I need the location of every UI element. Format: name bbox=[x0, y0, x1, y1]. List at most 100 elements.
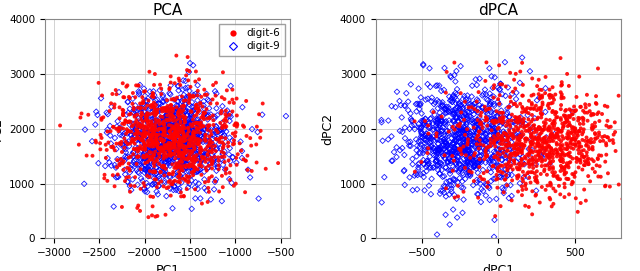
Point bbox=[573, 116, 584, 120]
Point bbox=[214, 137, 224, 141]
Point bbox=[180, 135, 190, 139]
Point bbox=[491, 138, 501, 143]
Point bbox=[419, 188, 429, 192]
Point bbox=[220, 140, 230, 144]
Point bbox=[466, 139, 476, 143]
Point bbox=[174, 127, 184, 131]
Point bbox=[180, 157, 190, 161]
Point bbox=[475, 154, 485, 159]
Point bbox=[538, 141, 548, 145]
Point bbox=[550, 92, 561, 97]
Point bbox=[523, 123, 533, 128]
Point bbox=[536, 105, 547, 109]
Point bbox=[417, 132, 427, 136]
Point bbox=[157, 106, 168, 110]
Point bbox=[439, 174, 449, 179]
Point bbox=[148, 131, 158, 135]
Point bbox=[484, 66, 495, 70]
Point bbox=[204, 143, 214, 148]
Point bbox=[528, 166, 538, 170]
Point bbox=[163, 115, 173, 119]
Point bbox=[120, 131, 131, 135]
Point bbox=[543, 128, 554, 133]
Point bbox=[547, 93, 557, 98]
Point bbox=[424, 126, 434, 130]
Point bbox=[499, 188, 509, 192]
Point bbox=[563, 177, 573, 181]
Point bbox=[537, 93, 547, 98]
Point bbox=[535, 132, 545, 136]
Point bbox=[188, 128, 198, 133]
Point bbox=[228, 101, 239, 105]
Point bbox=[156, 124, 166, 128]
Point bbox=[488, 86, 498, 90]
Point bbox=[557, 129, 567, 133]
Point bbox=[449, 60, 460, 65]
Point bbox=[545, 93, 555, 97]
Point bbox=[106, 101, 116, 105]
Point bbox=[195, 121, 205, 126]
Point bbox=[437, 100, 447, 105]
Point bbox=[568, 112, 578, 116]
Point bbox=[160, 157, 170, 161]
Point bbox=[202, 145, 212, 149]
Point bbox=[136, 165, 147, 170]
Point bbox=[526, 120, 536, 124]
Point bbox=[161, 127, 172, 132]
Point bbox=[463, 105, 474, 110]
Point bbox=[143, 130, 154, 134]
Point bbox=[451, 91, 461, 95]
Point bbox=[166, 152, 177, 156]
Point bbox=[426, 145, 436, 149]
Point bbox=[228, 131, 238, 136]
Point bbox=[555, 154, 565, 159]
Point bbox=[178, 131, 188, 136]
Point bbox=[152, 136, 162, 141]
Point bbox=[163, 129, 173, 133]
Point bbox=[470, 124, 480, 128]
Point bbox=[175, 162, 186, 166]
Point bbox=[543, 153, 553, 158]
Point bbox=[413, 122, 424, 126]
Point bbox=[534, 153, 544, 158]
Point bbox=[450, 138, 460, 142]
Point bbox=[141, 115, 151, 119]
Point bbox=[180, 147, 191, 151]
Point bbox=[545, 154, 555, 159]
Point bbox=[481, 137, 491, 142]
Point bbox=[512, 143, 522, 147]
Point bbox=[498, 137, 508, 141]
Point bbox=[593, 157, 603, 161]
Point bbox=[165, 115, 175, 119]
Point bbox=[170, 140, 180, 144]
Point bbox=[209, 150, 219, 154]
Point bbox=[423, 123, 433, 128]
Point bbox=[157, 99, 168, 104]
Point bbox=[152, 138, 162, 142]
Point bbox=[162, 140, 172, 144]
Point bbox=[202, 188, 212, 193]
Point bbox=[183, 180, 193, 185]
Point bbox=[200, 154, 210, 158]
Point bbox=[145, 114, 156, 118]
Point bbox=[175, 152, 186, 156]
Point bbox=[187, 173, 197, 177]
Point bbox=[193, 139, 204, 143]
Point bbox=[577, 154, 587, 159]
Point bbox=[442, 110, 452, 115]
Point bbox=[556, 130, 566, 134]
Point bbox=[588, 125, 598, 130]
Point bbox=[507, 198, 517, 202]
Point bbox=[577, 167, 588, 172]
Point bbox=[151, 133, 161, 137]
Point bbox=[409, 123, 419, 127]
Point bbox=[464, 155, 474, 159]
Point bbox=[483, 185, 493, 189]
Point bbox=[425, 85, 435, 89]
Point bbox=[161, 114, 172, 119]
Point bbox=[124, 139, 134, 144]
Point bbox=[456, 91, 466, 95]
Point bbox=[156, 117, 166, 121]
Point bbox=[425, 135, 435, 139]
Point bbox=[423, 162, 433, 166]
